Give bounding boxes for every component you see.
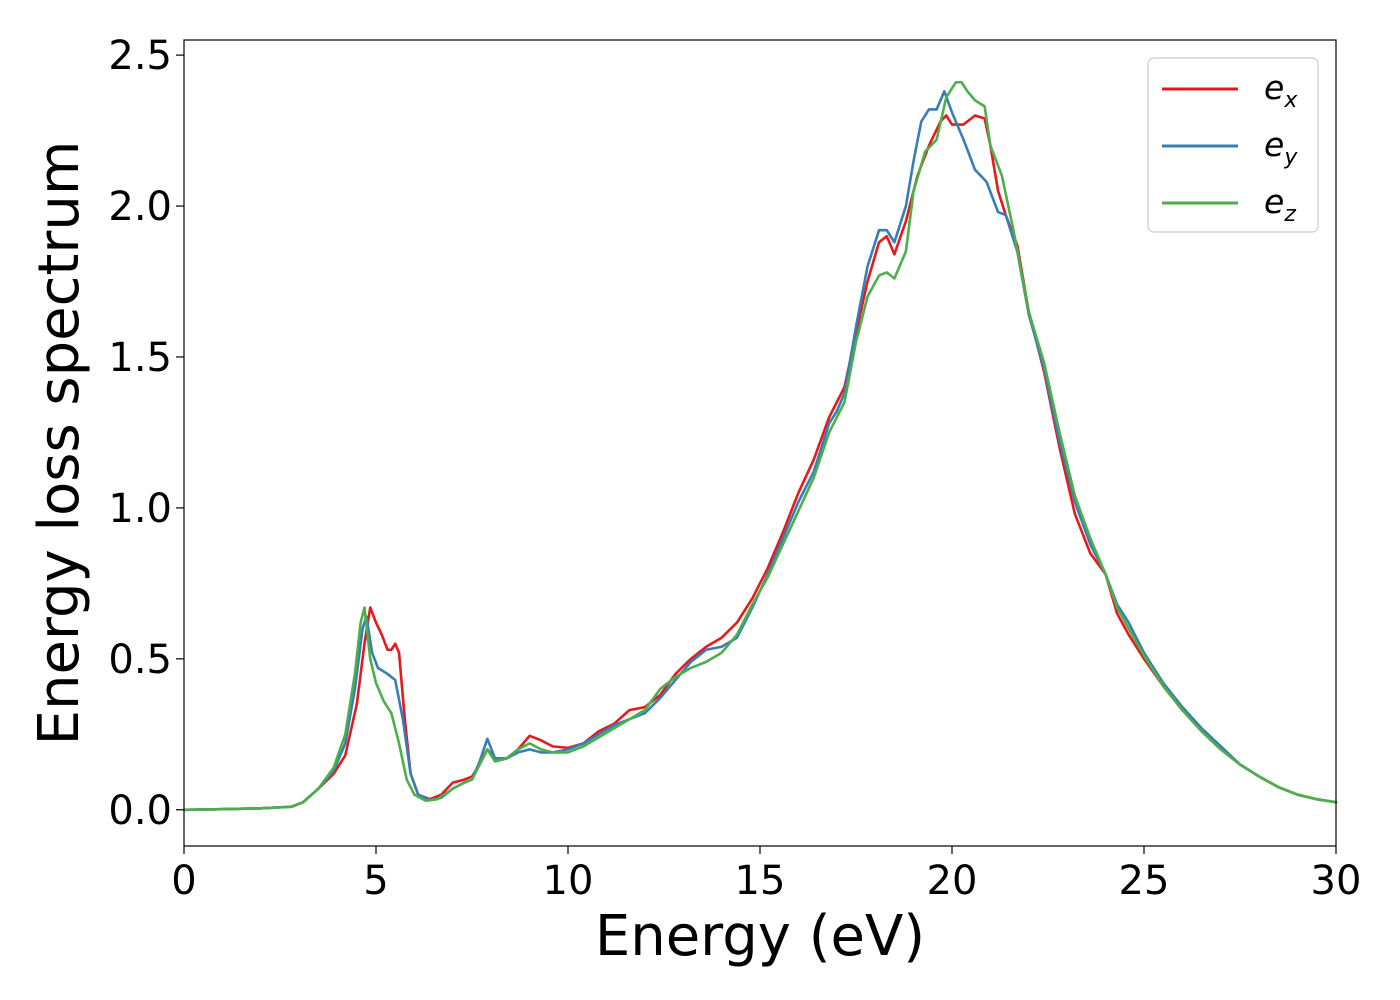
legend-label-e_y: ey [1264,125,1298,170]
series-line-e_x [182,114,1338,812]
x-tick-label: 5 [363,858,388,904]
series-line-e_z [182,80,1338,812]
x-tick-label: 0 [171,858,196,904]
legend-label-e_x: ex [1264,68,1298,113]
legend-label-e_z: ez [1264,182,1296,227]
x-tick-label: 20 [927,858,978,904]
y-tick-label: 0.5 [108,637,172,683]
x-tick-label: 30 [1311,858,1362,904]
y-tick-label: 2.0 [108,184,172,230]
y-tick-label: 0.0 [108,788,172,834]
y-axis-ticks: 0.0 0.5 1.0 1.5 2.0 2.5 [108,33,184,834]
x-tick-label: 25 [1119,858,1170,904]
y-tick-label: 1.0 [108,486,172,532]
legend: ex ey ez [1147,57,1319,233]
y-tick-label: 1.5 [108,335,172,381]
x-tick-label: 10 [543,858,594,904]
y-tick-label: 2.5 [108,33,172,79]
x-axis-ticks: 0 5 10 15 20 25 30 [171,846,1361,904]
x-axis-label: Energy (eV) [595,904,925,969]
x-tick-label: 15 [735,858,786,904]
series-layer [182,80,1338,812]
y-axis-label: Energy loss spectrum [27,141,92,746]
